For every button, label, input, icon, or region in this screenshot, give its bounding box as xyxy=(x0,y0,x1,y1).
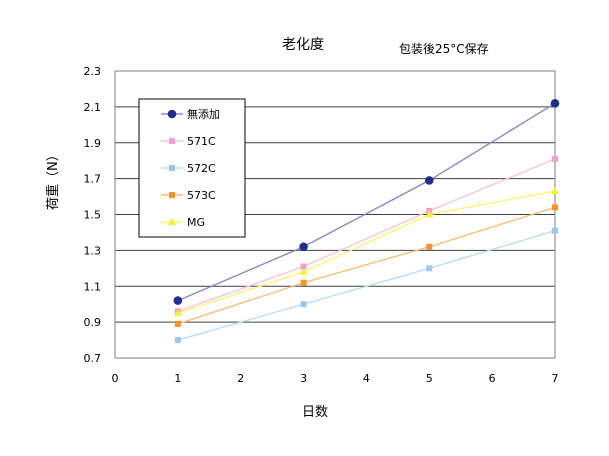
series-572C xyxy=(174,227,558,344)
data-point xyxy=(300,263,307,270)
series-line xyxy=(177,158,556,313)
x-tick-label: 2 xyxy=(237,372,244,385)
data-point xyxy=(300,279,307,286)
data-point xyxy=(426,265,433,272)
data-point xyxy=(426,243,433,250)
legend-item: 無添加 xyxy=(161,107,220,121)
y-tick-label: 1.5 xyxy=(84,209,102,222)
series-無添加 xyxy=(173,98,560,305)
data-point xyxy=(167,109,177,119)
x-tick-label: 7 xyxy=(552,372,559,385)
legend-box xyxy=(138,98,246,238)
data-point xyxy=(168,218,176,225)
legend-label: 571C xyxy=(187,135,216,148)
data-point xyxy=(550,98,560,108)
chart-title: 老化度 xyxy=(282,37,324,53)
data-point xyxy=(424,176,434,185)
data-point xyxy=(300,301,307,308)
y-tick-label: 2.3 xyxy=(84,65,102,78)
legend-item: 573C xyxy=(161,189,216,202)
legend-label: MG xyxy=(187,216,205,229)
y-tick-label: 1.9 xyxy=(84,137,102,150)
legend-item: MG xyxy=(161,216,205,229)
data-point xyxy=(169,192,175,198)
y-tick-label: 1.3 xyxy=(84,244,102,257)
data-point xyxy=(425,210,434,218)
series-layer xyxy=(173,98,560,344)
series-MG xyxy=(173,187,559,317)
series-573C xyxy=(174,204,558,327)
data-point xyxy=(552,204,558,211)
legend-label: 572C xyxy=(187,162,216,175)
plot-area xyxy=(114,70,556,359)
axis-ticks: 0.7 0.9 1.1 1.3 1.5 1.7 1.9 2.1 2.3 0 1 2 3 4 5 6 7 xyxy=(84,65,559,385)
series-line xyxy=(177,190,556,314)
legend-label: 573C xyxy=(187,189,216,202)
y-tick-label: 1.1 xyxy=(84,280,102,293)
chart-subtitle: 包装後25°C保存 xyxy=(399,42,489,56)
y-tick-label: 0.7 xyxy=(84,352,102,365)
y-tick-label: 1.7 xyxy=(84,173,102,186)
legend-item: 571C xyxy=(161,135,216,148)
y-tick-label: 0.9 xyxy=(84,316,102,329)
x-tick-label: 6 xyxy=(489,372,496,385)
x-tick-label: 3 xyxy=(300,372,307,385)
data-point xyxy=(551,187,559,195)
data-point xyxy=(173,309,182,317)
x-tick-label: 4 xyxy=(363,372,370,385)
data-point xyxy=(173,296,183,305)
data-point xyxy=(169,138,175,144)
x-tick-label: 0 xyxy=(112,372,119,385)
data-point xyxy=(174,337,181,344)
series-line xyxy=(177,229,556,341)
data-point xyxy=(169,165,175,171)
x-axis-title: 日数 xyxy=(302,405,329,420)
data-point xyxy=(174,320,181,327)
x-tick-label: 5 xyxy=(426,372,433,385)
data-point xyxy=(299,242,308,252)
legend-item: 572C xyxy=(161,162,216,175)
y-tick-label: 2.1 xyxy=(84,101,102,114)
data-point xyxy=(299,267,308,275)
data-point xyxy=(552,227,558,234)
series-line xyxy=(177,102,556,302)
legend-label: 無添加 xyxy=(187,107,220,121)
data-point xyxy=(552,155,558,162)
series-line xyxy=(177,206,556,325)
legend: 無添加 571C 572C 573C MG xyxy=(138,98,246,238)
x-tick-label: 1 xyxy=(174,372,181,385)
